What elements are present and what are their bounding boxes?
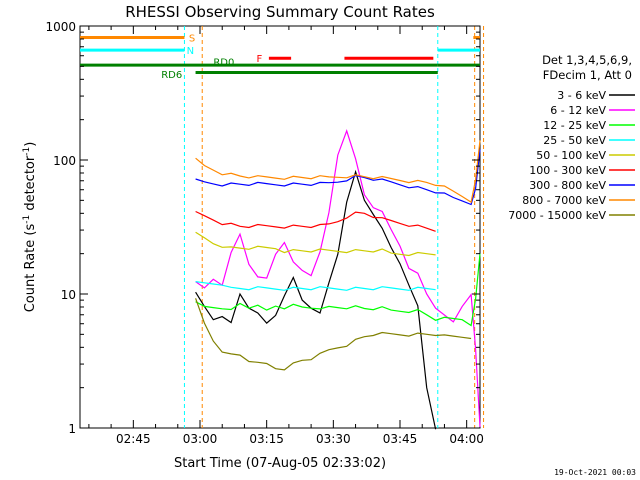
x-tick-label: 03:30 bbox=[316, 432, 351, 446]
status-bar-label: F bbox=[256, 54, 262, 65]
series-lines bbox=[195, 129, 481, 430]
status-bar-label: N bbox=[187, 46, 194, 57]
series-line bbox=[195, 140, 481, 204]
y-axis-title-mid: detector bbox=[23, 155, 38, 215]
legend-label: 50 - 100 keV bbox=[536, 149, 606, 162]
x-axis-title: Start Time (07-Aug-05 02:33:02) bbox=[174, 456, 386, 471]
y-tick-label: 10 bbox=[61, 288, 76, 302]
series-line bbox=[195, 149, 481, 206]
x-tick-label: 02:45 bbox=[116, 432, 151, 446]
legend-label: 300 - 800 keV bbox=[529, 179, 606, 192]
x-tick-label: 03:00 bbox=[183, 432, 218, 446]
x-tick-label: 03:45 bbox=[383, 432, 418, 446]
legend-header-line1: Det 1,3,4,5,6,9, bbox=[542, 53, 632, 67]
legend-label: 100 - 300 keV bbox=[529, 164, 606, 177]
series-line bbox=[195, 169, 437, 430]
y-tick-label: 1 bbox=[68, 422, 76, 436]
chart-title: RHESSI Observing Summary Count Rates bbox=[125, 3, 435, 21]
series-line bbox=[195, 210, 436, 232]
series-line bbox=[195, 231, 436, 257]
x-tick-label: 03:15 bbox=[249, 432, 284, 446]
legend-label: 25 - 50 keV bbox=[543, 134, 606, 147]
plot-area: SN F RD0 RD6 02:45 03:00 03:15 03:30 03:45 04:00… bbox=[45, 20, 485, 446]
plot-frame bbox=[79, 25, 481, 429]
y-axis-title-sup1: -1 bbox=[22, 215, 32, 224]
status-bar-label: RD0 bbox=[213, 57, 234, 68]
series-line bbox=[195, 298, 472, 371]
legend-label: 12 - 25 keV bbox=[543, 119, 606, 132]
legend-label: 800 - 7000 keV bbox=[522, 194, 606, 207]
status-bar-label: S bbox=[189, 34, 195, 45]
legend: Det 1,3,4,5,6,9, FDecim 1, Att 0 3 - 6 k… bbox=[508, 53, 635, 222]
y-axis-title: Count Rate (s-1 detector-1) bbox=[22, 142, 38, 313]
y-tick-label: 100 bbox=[53, 154, 76, 168]
y-tick-label: 1000 bbox=[45, 20, 76, 34]
x-tick-label: 04:00 bbox=[449, 432, 484, 446]
status-bar-label: RD6 bbox=[161, 70, 182, 81]
series-line bbox=[195, 281, 436, 291]
legend-header-line2: FDecim 1, Att 0 bbox=[543, 68, 632, 82]
series-line bbox=[195, 129, 481, 427]
y-axis-ticks: 1 10 100 1000 bbox=[45, 20, 480, 436]
series-line bbox=[195, 253, 481, 327]
footer-date: 19-Oct-2021 00:03 bbox=[554, 468, 636, 477]
y-axis-title-main: Count Rate (s bbox=[23, 224, 38, 313]
legend-label: 6 - 12 keV bbox=[550, 104, 606, 117]
legend-entries: 3 - 6 keV 6 - 12 keV 12 - 25 keV 25 - 50 ke… bbox=[508, 89, 635, 222]
status-bars: SN F RD0 RD6 bbox=[80, 26, 485, 428]
y-axis-title-sup2: -1 bbox=[22, 147, 32, 156]
legend-label: 3 - 6 keV bbox=[557, 89, 606, 102]
legend-label: 7000 - 15000 keV bbox=[508, 209, 606, 222]
x-axis-ticks: 02:45 03:00 03:15 03:30 03:45 04:00 bbox=[88, 26, 484, 446]
y-axis-title-end: ) bbox=[23, 142, 38, 147]
